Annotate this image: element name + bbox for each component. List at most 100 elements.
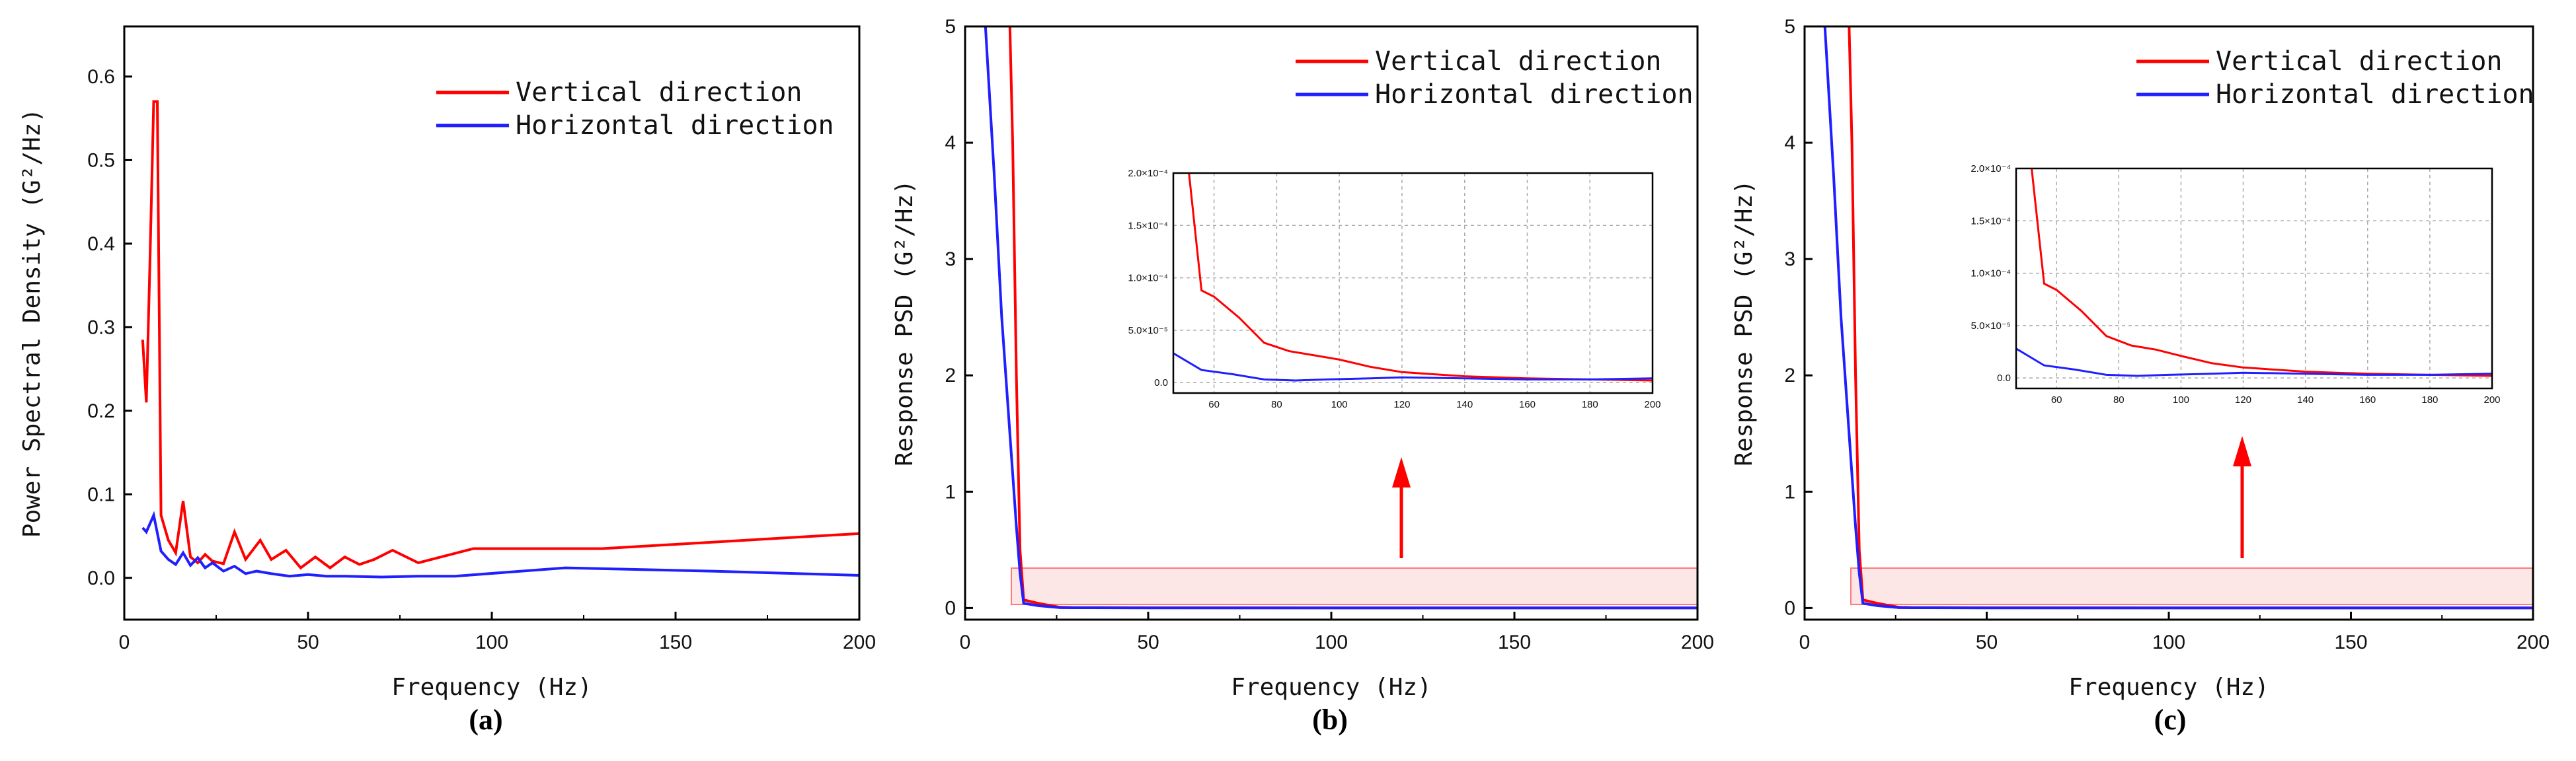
panel-label: (c) — [2154, 704, 2187, 736]
legend-label: Vertical direction — [2216, 46, 2502, 77]
inset-y-tick-label: 1.0×10⁻⁴ — [1128, 273, 1168, 284]
y-axis-label: Power Spectral Density (G²/Hz) — [19, 108, 46, 538]
y-tick-label: 0.3 — [87, 316, 115, 338]
inset-x-tick-label: 200 — [2483, 394, 2500, 406]
y-tick-label: 4 — [945, 132, 956, 154]
x-tick-label: 100 — [1315, 632, 1348, 653]
panel-c: 0 50 100 150 200 0 1 2 3 4 5 Frequency (Hz) Response… — [1731, 16, 2550, 736]
y-tick-label: 3 — [1784, 248, 1795, 270]
y-tick-label: 0.2 — [87, 400, 115, 422]
inset-y-tick-label: 2.0×10⁻⁴ — [1971, 163, 2011, 174]
inset-y-tick-label: 1.5×10⁻⁴ — [1128, 220, 1168, 231]
y-axis-label: Response PSD (G²/Hz) — [1731, 180, 1758, 466]
inset-y-tick-label: 1.0×10⁻⁴ — [1971, 268, 2011, 279]
x-tick-label: 150 — [659, 632, 692, 653]
zoom-region-highlight — [1850, 567, 2534, 605]
inset-y-tick-label: 5.0×10⁻⁵ — [1128, 325, 1168, 336]
inset-x-tick-label: 80 — [2113, 394, 2125, 406]
y-tick-label: 1 — [1784, 481, 1795, 503]
y-tick-label: 0.5 — [87, 149, 115, 171]
inset-x-tick-label: 100 — [1331, 399, 1348, 410]
y-tick-label: 0 — [945, 597, 956, 619]
x-tick-label: 200 — [2517, 632, 2550, 653]
panel-a: 0 50 100 150 200 0.0 0.1 0.2 0.3 0.4 0.5 0.6 Frequen… — [19, 25, 876, 736]
inset-background — [2016, 168, 2492, 388]
inset-background — [1173, 173, 1653, 393]
legend-label: Vertical direction — [1375, 46, 1661, 77]
inset-y-tick-label: 1.5×10⁻⁴ — [1971, 215, 2011, 227]
y-tick-label: 0 — [1784, 597, 1795, 619]
y-tick-label: 5 — [945, 16, 956, 38]
y-tick-label: 5 — [1784, 16, 1795, 38]
inset-x-tick-label: 60 — [2051, 394, 2062, 406]
x-axis-label: Frequency (Hz) — [391, 674, 592, 701]
x-tick-label: 0 — [960, 632, 971, 653]
x-tick-label: 200 — [843, 632, 876, 653]
inset-x-tick-label: 120 — [1393, 399, 1410, 410]
y-tick-label: 0.0 — [87, 567, 115, 589]
inset-frame — [1172, 172, 1654, 394]
y-axis-label: Response PSD (G²/Hz) — [891, 180, 918, 466]
x-tick-label: 150 — [2334, 632, 2367, 653]
series-line-vertical — [141, 100, 859, 570]
y-tick-label: 1 — [945, 481, 956, 503]
series-line-horizontal — [984, 26, 1698, 610]
inset-x-tick-label: 160 — [1519, 399, 1536, 410]
x-tick-label: 100 — [475, 632, 508, 653]
inset-x-tick-label: 120 — [2235, 394, 2251, 406]
inset-y-tick-label: 0.0 — [1997, 373, 2011, 384]
inset-plot: 60 80 100 120 140 160 180 200 0.0 5.0×10⁻⁵ 1.0×10⁻… — [1971, 163, 2500, 406]
inset-series-line-horizontal — [1173, 352, 1653, 382]
y-tick-label: 4 — [1784, 132, 1795, 154]
inset-series-line-vertical — [2031, 168, 2492, 377]
inset-x-tick-label: 100 — [2173, 394, 2189, 406]
zoom-region-highlight — [1011, 567, 1698, 605]
inset-series-line-vertical — [1188, 173, 1653, 382]
inset-x-tick-label: 180 — [2421, 394, 2438, 406]
inset-x-tick-label: 200 — [1644, 399, 1660, 410]
y-tick-label: 2 — [945, 365, 956, 386]
inset-x-tick-label: 160 — [2359, 394, 2376, 406]
x-tick-label: 100 — [2152, 632, 2185, 653]
inset-x-tick-label: 80 — [1271, 399, 1282, 410]
y-tick-label: 0.4 — [87, 233, 115, 255]
x-axis-label: Frequency (Hz) — [1231, 674, 1431, 701]
inset-plot: 60 80 100 120 140 160 180 200 0.0 5.0×10⁻⁵ 1.0×10⁻… — [1128, 168, 1660, 410]
zoom-arrow-head — [1392, 457, 1411, 488]
inset-y-tick-label: 2.0×10⁻⁴ — [1128, 168, 1168, 179]
inset-x-tick-label: 140 — [1456, 399, 1473, 410]
panel-b: 0 50 100 150 200 0 1 2 3 4 5 Frequency (Hz) Response… — [891, 16, 1714, 736]
legend-label: Vertical direction — [516, 77, 802, 108]
x-tick-label: 200 — [1681, 632, 1714, 653]
y-tick-label: 2 — [1784, 365, 1795, 386]
legend-label: Horizontal direction — [1375, 79, 1694, 110]
x-tick-label: 0 — [1799, 632, 1811, 653]
inset-x-tick-label: 60 — [1208, 399, 1220, 410]
x-tick-label: 0 — [119, 632, 130, 653]
x-tick-label: 150 — [1498, 632, 1531, 653]
panel-label: (a) — [469, 704, 502, 736]
legend-label: Horizontal direction — [2216, 79, 2534, 110]
inset-x-tick-label: 180 — [1582, 399, 1598, 410]
x-axis-label: Frequency (Hz) — [2068, 674, 2269, 701]
zoom-arrow-head — [2233, 436, 2251, 466]
inset-series-line-horizontal — [2016, 347, 2492, 377]
y-tick-label: 0.6 — [87, 66, 115, 88]
x-tick-label: 50 — [297, 632, 319, 653]
x-tick-label: 50 — [1976, 632, 1998, 653]
series-line-horizontal — [141, 511, 859, 579]
inset-y-tick-label: 5.0×10⁻⁵ — [1971, 320, 2011, 332]
x-tick-label: 50 — [1137, 632, 1159, 653]
y-tick-label: 0.1 — [87, 484, 115, 505]
y-tick-label: 3 — [945, 248, 956, 270]
series-line-horizontal — [1823, 26, 2533, 610]
panel-label: (b) — [1312, 704, 1348, 736]
inset-frame — [2015, 167, 2493, 390]
legend-label: Horizontal direction — [516, 110, 834, 141]
inset-y-tick-label: 0.0 — [1154, 377, 1168, 388]
inset-x-tick-label: 140 — [2297, 394, 2314, 406]
